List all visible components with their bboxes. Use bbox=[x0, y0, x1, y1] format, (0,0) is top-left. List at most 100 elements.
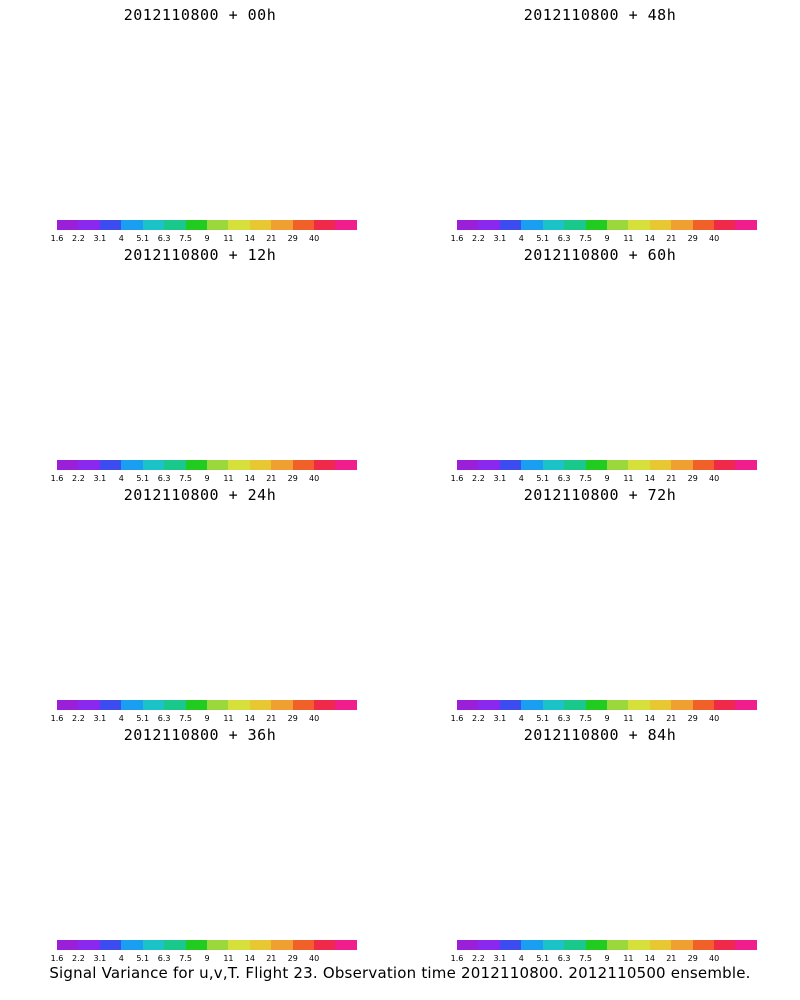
colorbar-swatch bbox=[521, 460, 543, 470]
colorbar-tick-label: 14 bbox=[244, 714, 255, 723]
colorbar-tick-label: 7.5 bbox=[579, 474, 592, 483]
colorbar-tick-label: 11 bbox=[223, 954, 234, 963]
colorbar-tick-label: 1.6 bbox=[50, 714, 64, 723]
colorbar-swatch bbox=[735, 700, 757, 710]
polar-map bbox=[415, 270, 785, 455]
colorbar-tick-label: 11 bbox=[223, 474, 234, 483]
colorbar-tick-label: 2.2 bbox=[472, 474, 485, 483]
colorbar-swatch bbox=[57, 460, 79, 470]
colorbar-tick-label: 11 bbox=[623, 714, 634, 723]
colorbar-swatch bbox=[692, 460, 715, 470]
panel-title: 2012110800 + 72h bbox=[523, 486, 677, 504]
colorbar-swatch bbox=[142, 220, 165, 230]
colorbar-swatch bbox=[121, 220, 143, 230]
colorbar-tick-label: 6.3 bbox=[157, 714, 171, 723]
colorbar-swatch bbox=[121, 700, 143, 710]
colorbar-tick-label: 40 bbox=[309, 474, 320, 483]
map-panel: 2012110800 + 84h 1.6 2.2 3.1 4 5.1 6.3 7.5 9 11 14… bbox=[405, 720, 795, 963]
colorbar-tick-label: 14 bbox=[644, 474, 655, 483]
colorbar-swatch bbox=[292, 700, 315, 710]
colorbar-swatch bbox=[564, 700, 586, 710]
variance-field bbox=[415, 750, 785, 935]
colorbar-swatch bbox=[499, 940, 522, 950]
colorbar-swatch bbox=[692, 700, 715, 710]
polar-map bbox=[415, 30, 785, 215]
colorbar-swatch bbox=[164, 460, 186, 470]
colorbar-tick-label: 9 bbox=[604, 234, 610, 243]
colorbar-tick-label: 29 bbox=[687, 714, 698, 723]
colorbar-swatch bbox=[206, 700, 229, 710]
colorbar bbox=[57, 700, 357, 710]
colorbar-tick-label: 11 bbox=[623, 954, 634, 963]
colorbar-swatch bbox=[206, 460, 229, 470]
colorbar-swatch bbox=[649, 700, 672, 710]
colorbar-swatch bbox=[164, 940, 186, 950]
colorbar-tick-label: 6.3 bbox=[557, 714, 571, 723]
colorbar-tick-label: 6.3 bbox=[157, 234, 171, 243]
colorbar-swatch bbox=[249, 940, 272, 950]
colorbar-swatch bbox=[271, 700, 293, 710]
colorbar-tick-label: 5.1 bbox=[536, 234, 550, 243]
colorbar-swatch bbox=[292, 460, 315, 470]
colorbar-swatch bbox=[606, 700, 629, 710]
polar-map bbox=[15, 270, 385, 455]
colorbar-swatch bbox=[606, 460, 629, 470]
colorbar-tick-label: 5.1 bbox=[136, 474, 150, 483]
colorbar-tick-label: 9 bbox=[604, 954, 610, 963]
colorbar-swatch bbox=[249, 700, 272, 710]
colorbar bbox=[57, 220, 357, 230]
colorbar-swatch bbox=[692, 220, 715, 230]
colorbar-tick-label: 40 bbox=[709, 954, 720, 963]
colorbar-swatch bbox=[499, 700, 522, 710]
colorbar-tick-label: 14 bbox=[644, 954, 655, 963]
variance-field bbox=[15, 510, 385, 657]
figure-caption: Signal Variance for u,v,T. Flight 23. Ob… bbox=[49, 964, 751, 982]
colorbar-swatch bbox=[271, 460, 293, 470]
colorbar-swatch bbox=[206, 220, 229, 230]
colorbar-tick-label: 21 bbox=[666, 234, 677, 243]
colorbar-swatch bbox=[671, 940, 693, 950]
colorbar-tick-label: 3.1 bbox=[93, 234, 107, 243]
colorbar bbox=[457, 940, 757, 950]
colorbar-tick-label: 14 bbox=[244, 234, 255, 243]
colorbar-tick-label: 29 bbox=[287, 954, 298, 963]
colorbar-tick-label: 11 bbox=[623, 234, 634, 243]
colorbar-swatch bbox=[585, 460, 607, 470]
colorbar-swatch bbox=[142, 700, 165, 710]
colorbar-swatch bbox=[99, 700, 122, 710]
colorbar-swatch bbox=[185, 940, 207, 950]
polar-map bbox=[415, 510, 785, 695]
colorbar-swatch bbox=[671, 460, 693, 470]
colorbar-swatch bbox=[649, 460, 672, 470]
colorbar-tick-label: 1.6 bbox=[450, 714, 464, 723]
colorbar-tick-label: 14 bbox=[644, 714, 655, 723]
colorbar-ticks: 1.6 2.2 3.1 4 5.1 6.3 7.5 9 11 14 21 29 40 bbox=[51, 474, 357, 484]
colorbar-tick-label: 40 bbox=[309, 714, 320, 723]
colorbar-ticks: 1.6 2.2 3.1 4 5.1 6.3 7.5 9 11 14 21 29 40 bbox=[451, 234, 757, 244]
colorbar-swatch bbox=[314, 460, 336, 470]
variance-field bbox=[15, 270, 385, 417]
colorbar-tick-label: 4 bbox=[518, 234, 524, 243]
colorbar-tick-label: 29 bbox=[287, 714, 298, 723]
colorbar-tick-label: 3.1 bbox=[93, 714, 107, 723]
colorbar-tick-label: 1.6 bbox=[50, 234, 64, 243]
colorbar-swatch bbox=[314, 940, 336, 950]
colorbar-swatch bbox=[335, 700, 357, 710]
colorbar-swatch bbox=[628, 940, 650, 950]
polar-map bbox=[15, 510, 385, 695]
variance-field bbox=[15, 30, 385, 178]
polar-map bbox=[415, 750, 785, 935]
colorbar-swatch bbox=[628, 220, 650, 230]
colorbar-swatch bbox=[292, 220, 315, 230]
colorbar-tick-label: 4 bbox=[118, 954, 124, 963]
variance-field bbox=[15, 750, 385, 896]
colorbar-tick-label: 6.3 bbox=[557, 234, 571, 243]
colorbar-tick-label: 21 bbox=[666, 474, 677, 483]
colorbar-tick-label: 7.5 bbox=[579, 234, 592, 243]
colorbar-tick-label: 1.6 bbox=[50, 474, 64, 483]
colorbar-tick-label: 6.3 bbox=[557, 474, 571, 483]
colorbar-swatch bbox=[457, 220, 479, 230]
colorbar-tick-label: 1.6 bbox=[450, 954, 464, 963]
colorbar-tick-label: 29 bbox=[687, 954, 698, 963]
colorbar-tick-label: 40 bbox=[309, 954, 320, 963]
